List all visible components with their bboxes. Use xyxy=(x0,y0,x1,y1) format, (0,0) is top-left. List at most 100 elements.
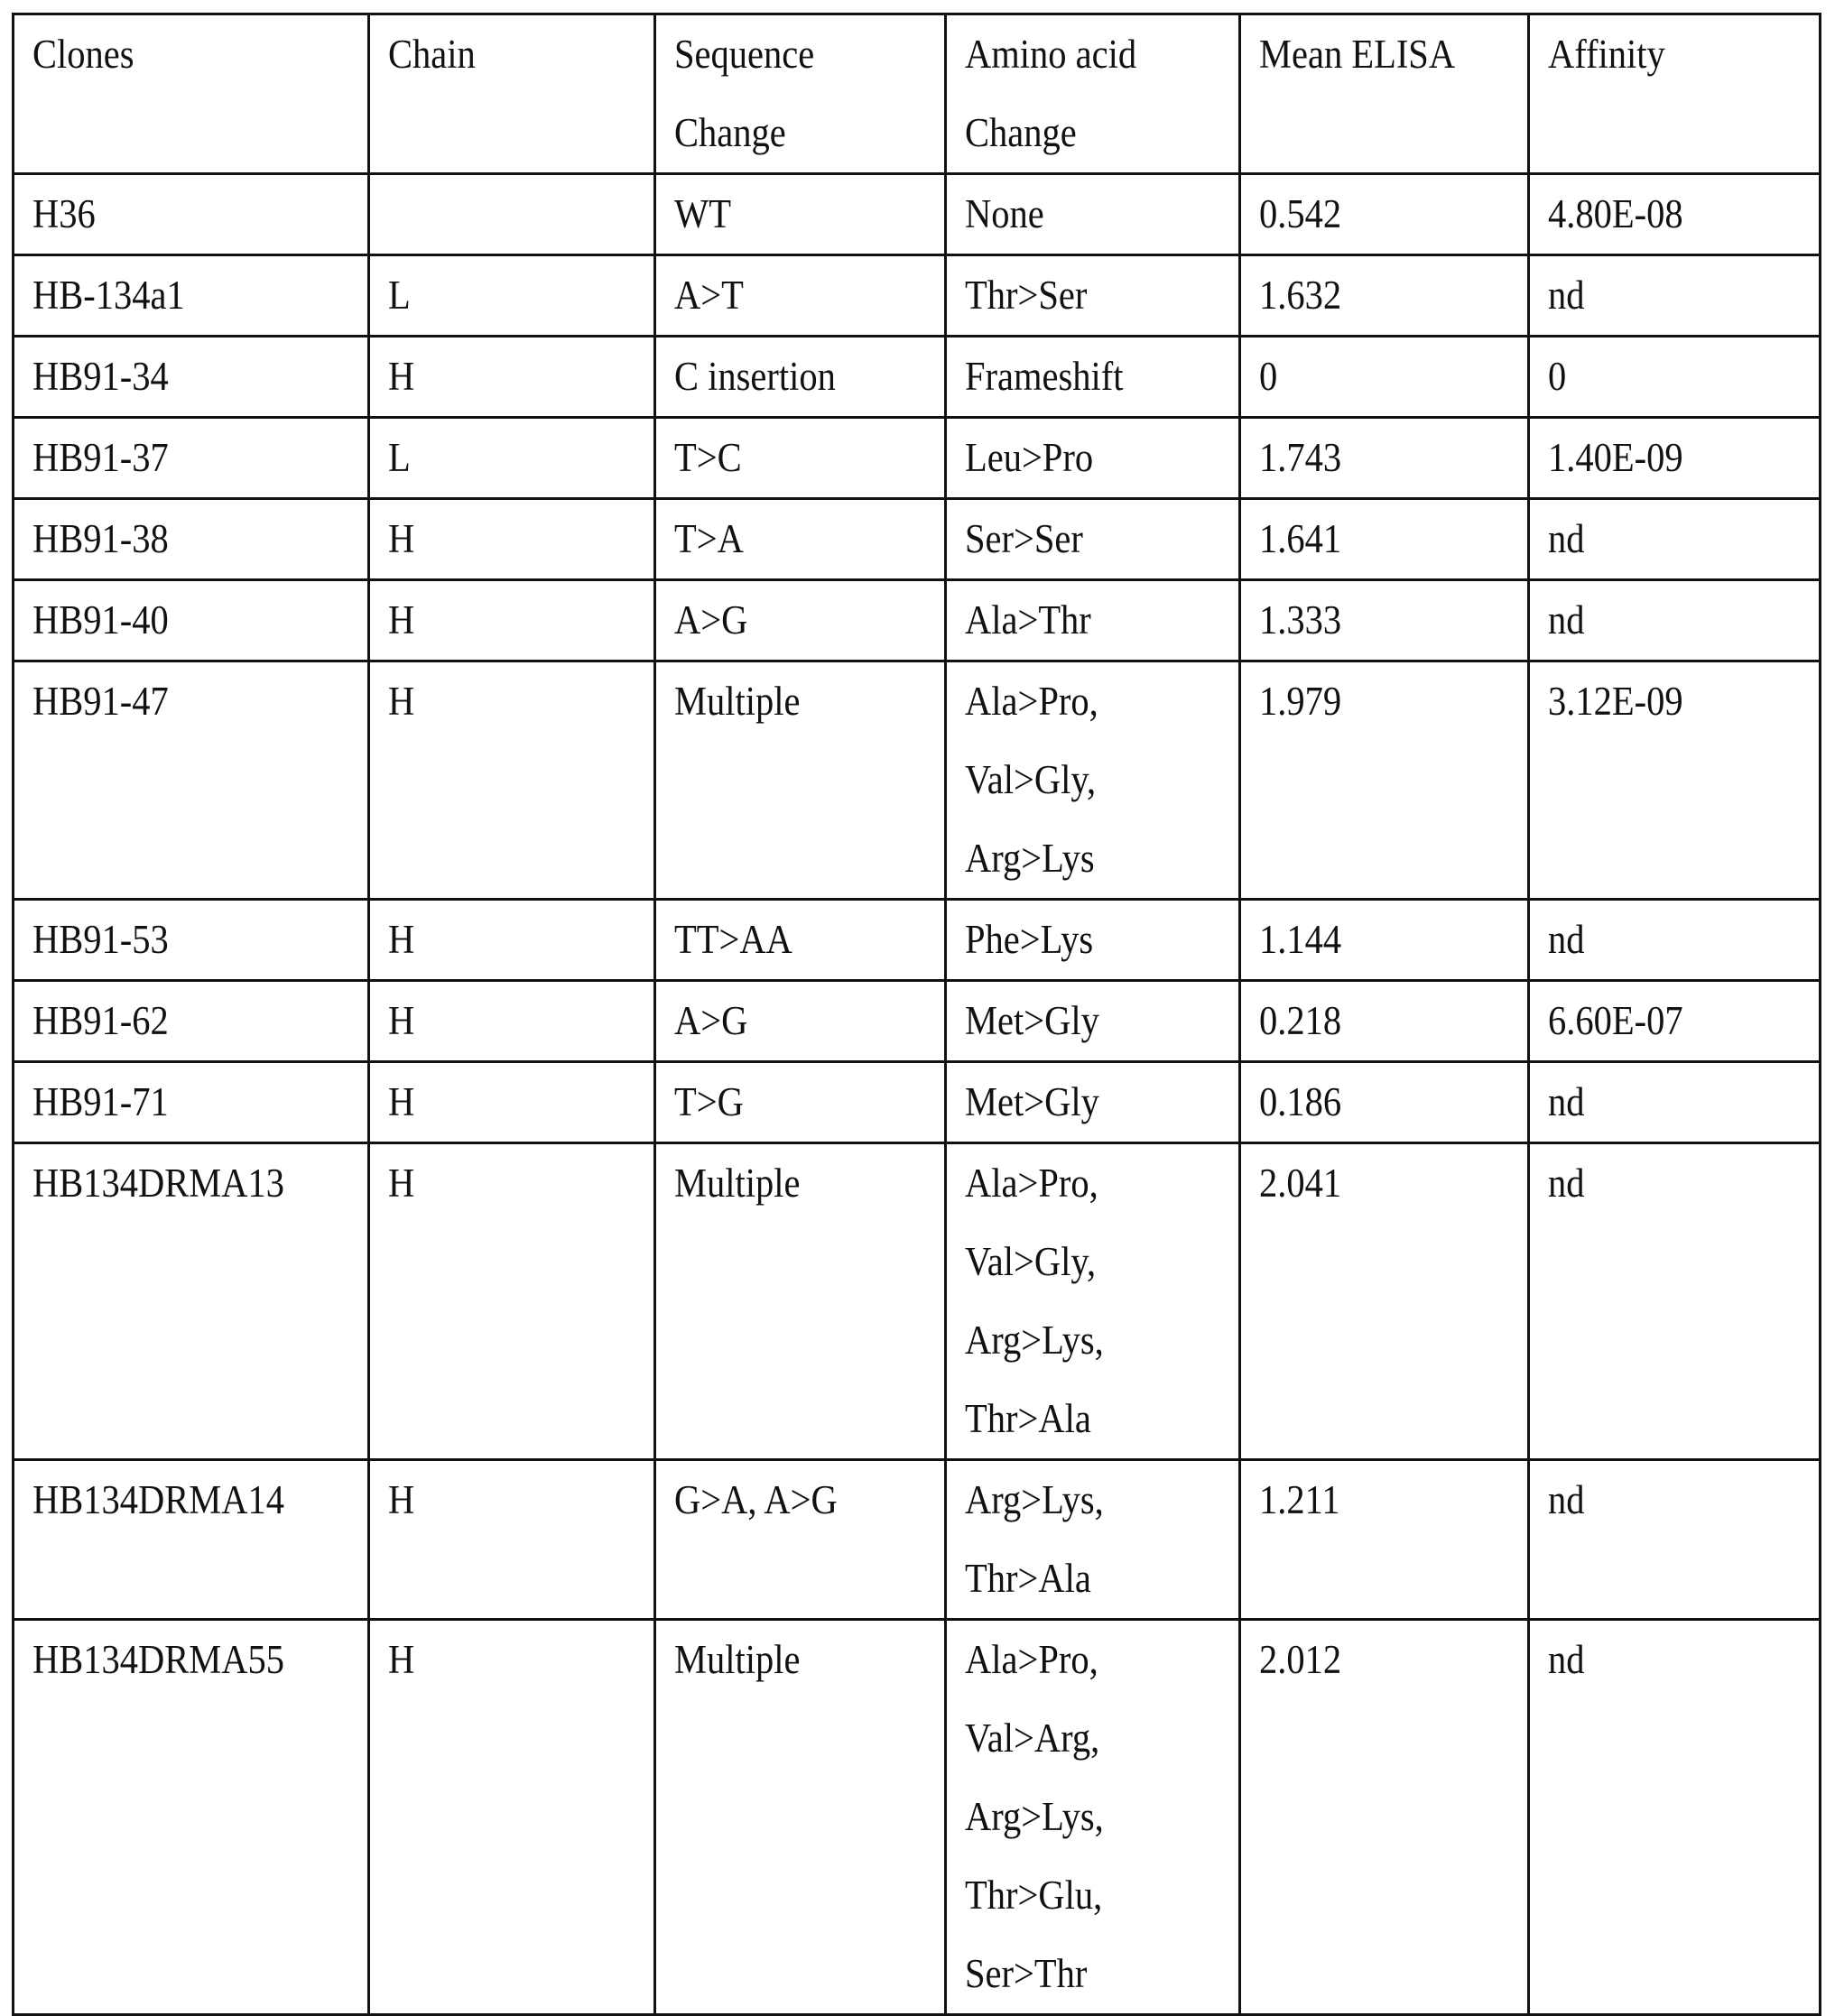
chain-cell: H xyxy=(369,900,655,981)
amino-acid-change-cell: None xyxy=(946,174,1240,255)
mean-elisa-cell-text: 0.218 xyxy=(1259,982,1341,1060)
affinity-cell: 3.12E-09 xyxy=(1529,661,1821,900)
table-row: HB91-34HC insertionFrameshift00 xyxy=(14,337,1821,418)
affinity-cell: nd xyxy=(1529,255,1821,337)
amino-acid-change-cell-text: None xyxy=(965,175,1044,254)
sequence-change-cell-text: T>C xyxy=(674,419,742,497)
sequence-change-cell-text: T>A xyxy=(674,500,744,578)
table-row: HB134DRMA13HMultipleAla>Pro,Val>Gly,Arg>… xyxy=(14,1143,1821,1460)
amino-acid-change-cell: Met>Gly xyxy=(946,981,1240,1062)
amino-acid-change-cell-text: Arg>Lys, xyxy=(965,1778,1104,1856)
header-sequence-change: SequenceChange xyxy=(655,14,946,174)
affinity-cell-text: nd xyxy=(1548,1621,1585,1699)
amino-acid-change-cell-text: Phe>Lys xyxy=(965,901,1093,979)
sequence-change-cell: TT>AA xyxy=(655,900,946,981)
affinity-cell: 6.60E-07 xyxy=(1529,981,1821,1062)
sequence-change-cell: WT xyxy=(655,174,946,255)
amino-acid-change-cell: Ala>Pro,Val>Gly,Arg>Lys,Thr>Ala xyxy=(946,1143,1240,1460)
clone-cell-text: HB134DRMA55 xyxy=(32,1621,284,1699)
amino-acid-change-cell-text: Ser>Ser xyxy=(965,500,1083,578)
amino-acid-change-cell-text: Frameshift xyxy=(965,338,1123,416)
chain-cell: H xyxy=(369,337,655,418)
affinity-cell-text: 0 xyxy=(1548,338,1566,416)
table-row: HB91-40HA>GAla>Thr1.333nd xyxy=(14,580,1821,661)
header-affinity: Affinity xyxy=(1529,14,1821,174)
clone-cell: H36 xyxy=(14,174,369,255)
amino-acid-change-cell-text: Ala>Thr xyxy=(965,581,1091,660)
mean-elisa-cell: 0 xyxy=(1240,337,1529,418)
amino-acid-change-cell: Ala>Thr xyxy=(946,580,1240,661)
clone-cell: HB91-37 xyxy=(14,418,369,499)
header-clones-text: Clones xyxy=(32,15,134,94)
mean-elisa-cell-text: 1.743 xyxy=(1259,419,1341,497)
chain-cell: H xyxy=(369,1143,655,1460)
sequence-change-cell: Multiple xyxy=(655,1143,946,1460)
amino-acid-change-cell-text: Thr>Ala xyxy=(965,1380,1091,1458)
affinity-cell: nd xyxy=(1529,1143,1821,1460)
mean-elisa-cell-text: 0 xyxy=(1259,338,1277,416)
table-row: HB-134a1LA>TThr>Ser1.632nd xyxy=(14,255,1821,337)
sequence-change-cell-text: TT>AA xyxy=(674,901,792,979)
affinity-cell-text: nd xyxy=(1548,1461,1585,1540)
chain-cell-text: H xyxy=(388,1461,414,1540)
table-row: HB91-38HT>ASer>Ser1.641nd xyxy=(14,499,1821,580)
amino-acid-change-cell-text: Ala>Pro, xyxy=(965,662,1098,741)
clone-cell-text: H36 xyxy=(32,175,96,254)
chain-cell-text: H xyxy=(388,1621,414,1699)
amino-acid-change-cell-text: Ala>Pro, xyxy=(965,1144,1098,1223)
mean-elisa-cell: 1.979 xyxy=(1240,661,1529,900)
chain-cell: H xyxy=(369,1620,655,2015)
chain-cell: H xyxy=(369,1460,655,1620)
mean-elisa-cell-text: 1.144 xyxy=(1259,901,1341,979)
clone-cell-text: HB91-37 xyxy=(32,419,169,497)
table-row: HB134DRMA14HG>A, A>GArg>Lys,Thr>Ala1.211… xyxy=(14,1460,1821,1620)
affinity-cell: 0 xyxy=(1529,337,1821,418)
amino-acid-change-cell: Ala>Pro,Val>Arg,Arg>Lys,Thr>Glu,Ser>Thr xyxy=(946,1620,1240,2015)
amino-acid-change-cell-text: Arg>Lys xyxy=(965,819,1095,898)
mean-elisa-cell: 1.632 xyxy=(1240,255,1529,337)
affinity-cell: nd xyxy=(1529,1620,1821,2015)
affinity-cell-text: nd xyxy=(1548,1144,1585,1223)
mean-elisa-cell-text: 2.012 xyxy=(1259,1621,1341,1699)
chain-cell-text: H xyxy=(388,500,414,578)
amino-acid-change-cell-text: Thr>Glu, xyxy=(965,1856,1102,1935)
mean-elisa-cell: 2.012 xyxy=(1240,1620,1529,2015)
mean-elisa-cell: 1.641 xyxy=(1240,499,1529,580)
affinity-cell: nd xyxy=(1529,1460,1821,1620)
mean-elisa-cell: 1.211 xyxy=(1240,1460,1529,1620)
sequence-change-cell: T>C xyxy=(655,418,946,499)
chain-cell: H xyxy=(369,499,655,580)
clone-cell-text: HB134DRMA14 xyxy=(32,1461,284,1540)
chain-cell: H xyxy=(369,580,655,661)
mean-elisa-cell-text: 1.632 xyxy=(1259,256,1341,335)
amino-acid-change-cell-text: Ala>Pro, xyxy=(965,1621,1098,1699)
mean-elisa-cell: 0.542 xyxy=(1240,174,1529,255)
affinity-cell-text: nd xyxy=(1548,256,1585,335)
sequence-change-cell: Multiple xyxy=(655,1620,946,2015)
clone-cell-text: HB91-62 xyxy=(32,982,169,1060)
clone-cell: HB91-40 xyxy=(14,580,369,661)
chain-cell: L xyxy=(369,255,655,337)
chain-cell-text: L xyxy=(388,419,411,497)
amino-acid-change-cell-text: Leu>Pro xyxy=(965,419,1093,497)
amino-acid-change-cell-text: Met>Gly xyxy=(965,982,1099,1060)
table-row: H36WTNone0.5424.80E-08 xyxy=(14,174,1821,255)
header-amino-acid-change: Amino acidChange xyxy=(946,14,1240,174)
mean-elisa-cell-text: 1.333 xyxy=(1259,581,1341,660)
mean-elisa-cell-text: 0.186 xyxy=(1259,1063,1341,1142)
affinity-cell: 1.40E-09 xyxy=(1529,418,1821,499)
chain-cell xyxy=(369,174,655,255)
amino-acid-change-cell: Frameshift xyxy=(946,337,1240,418)
clone-cell: HB91-53 xyxy=(14,900,369,981)
chain-cell-text: H xyxy=(388,1063,414,1142)
amino-acid-change-cell: Thr>Ser xyxy=(946,255,1240,337)
header-row: ClonesChainSequenceChangeAmino acidChang… xyxy=(14,14,1821,174)
table-row: HB91-53HTT>AAPhe>Lys1.144nd xyxy=(14,900,1821,981)
mean-elisa-cell: 2.041 xyxy=(1240,1143,1529,1460)
amino-acid-change-cell-text: Val>Gly, xyxy=(965,741,1096,819)
chain-cell: H xyxy=(369,1062,655,1143)
chain-cell-text: H xyxy=(388,901,414,979)
amino-acid-change-cell-text: Ser>Thr xyxy=(965,1935,1087,2013)
sequence-change-cell-text: Multiple xyxy=(674,1621,801,1699)
clone-cell-text: HB91-71 xyxy=(32,1063,169,1142)
